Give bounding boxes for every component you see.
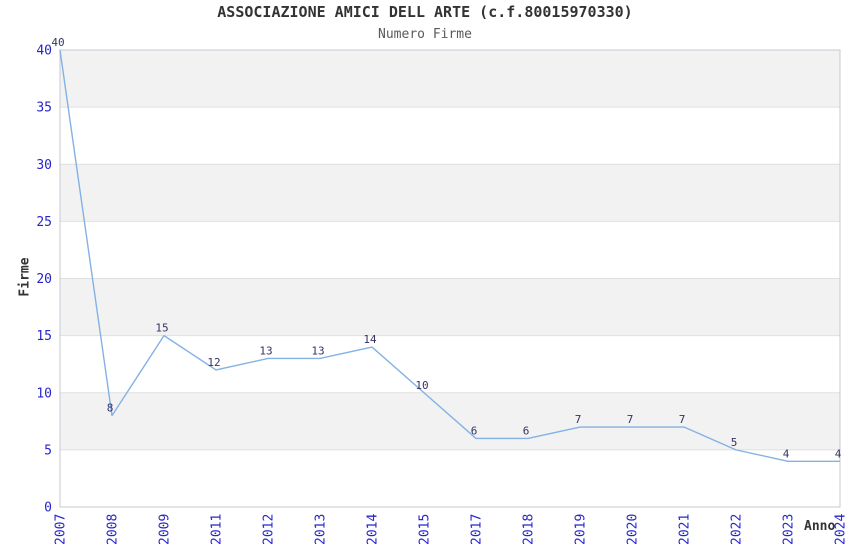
data-point-label: 4	[835, 447, 842, 460]
y-tick-label: 30	[36, 158, 52, 173]
data-point-label: 7	[575, 413, 582, 426]
chart-title: ASSOCIAZIONE AMICI DELL ARTE (c.f.800159…	[217, 3, 633, 21]
x-tick-label: 2024	[834, 514, 849, 545]
data-point-label: 14	[363, 333, 377, 346]
y-tick-label: 5	[44, 443, 52, 458]
data-point-label: 6	[471, 424, 478, 437]
x-tick-label: 2011	[210, 514, 225, 545]
data-point-label: 6	[523, 424, 530, 437]
x-tick-label: 2013	[314, 514, 329, 545]
x-tick-label: 2019	[574, 514, 589, 545]
x-tick-label: 2009	[158, 514, 173, 545]
data-point-label: 4	[783, 447, 790, 460]
x-tick-label: 2023	[782, 514, 797, 545]
y-tick-label: 25	[36, 215, 52, 230]
plot-frame	[59, 49, 841, 508]
data-point-label: 5	[731, 436, 738, 449]
y-tick-label: 40	[36, 44, 52, 59]
data-point-label: 13	[311, 344, 324, 357]
x-tick-label: 2021	[678, 514, 693, 545]
data-point-label: 40	[51, 36, 64, 49]
data-point-label: 8	[107, 402, 114, 415]
x-axis-title: Anno	[804, 519, 836, 534]
x-tick-label: 2022	[730, 514, 745, 545]
data-line	[59, 49, 840, 462]
y-tick-label: 35	[36, 101, 52, 116]
plot-band	[60, 278, 840, 336]
data-point-label: 12	[207, 356, 220, 369]
y-tick-label: 0	[44, 501, 52, 516]
data-point-label: 13	[259, 344, 272, 357]
data-point-label: 7	[679, 413, 686, 426]
plot-band	[60, 50, 840, 108]
x-tick-label: 2015	[418, 514, 433, 545]
plot-band	[60, 164, 840, 222]
y-tick-label: 10	[36, 386, 52, 401]
x-tick-label: 2017	[470, 514, 485, 545]
data-point-label: 10	[415, 379, 428, 392]
x-tick-label: 2008	[106, 514, 121, 545]
x-tick-label: 2012	[262, 514, 277, 545]
y-tick-label: 15	[36, 329, 52, 344]
x-tick-label: 2018	[522, 514, 537, 545]
x-tick-label: 2014	[366, 514, 381, 545]
x-tick-label: 2007	[54, 514, 69, 545]
data-point-label: 15	[155, 322, 168, 335]
data-point-label: 7	[627, 413, 634, 426]
x-tick-label: 2020	[626, 514, 641, 545]
plot-band	[60, 392, 840, 450]
chart-subtitle: Numero Firme	[378, 27, 472, 42]
y-tick-label: 20	[36, 272, 52, 287]
